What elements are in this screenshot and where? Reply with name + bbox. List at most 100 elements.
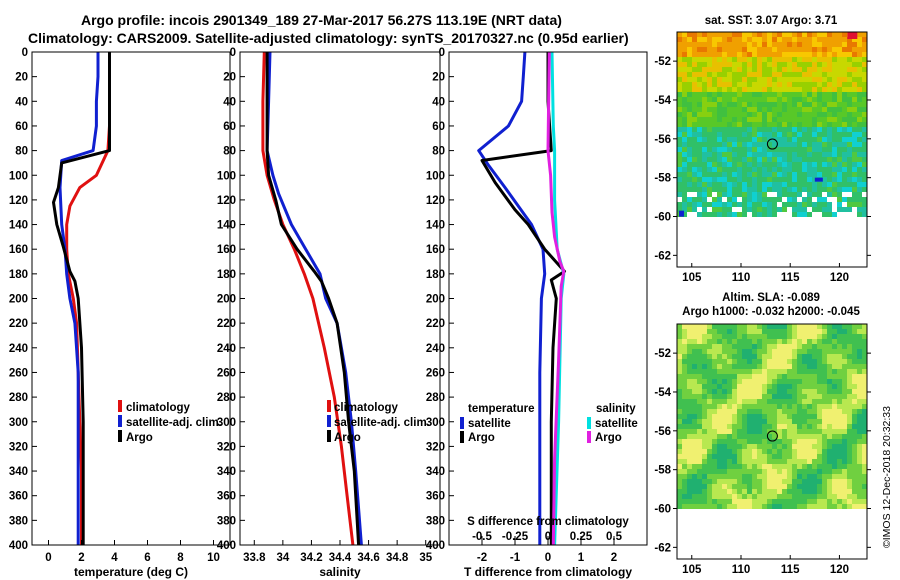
x-tick-label: 115 — [781, 564, 800, 576]
map-cell — [712, 484, 717, 489]
map-cell — [677, 57, 682, 62]
map-cell — [757, 137, 762, 142]
map-cell — [752, 444, 757, 449]
map-cell — [787, 479, 792, 484]
map-cell — [757, 82, 762, 87]
map-cell — [707, 77, 712, 82]
map-cell — [722, 404, 727, 409]
map-cell — [732, 132, 737, 137]
sla-map-axes: 105 110 115 120-52-54-56-58-60-62 — [654, 348, 871, 576]
map-cell — [802, 444, 807, 449]
map-cell — [742, 464, 747, 469]
map-cell — [842, 82, 847, 87]
map-cell — [742, 339, 747, 344]
map-cell — [692, 479, 697, 484]
map-cell — [787, 117, 792, 122]
map-cell — [827, 444, 832, 449]
map-cell — [702, 117, 707, 122]
map-cell — [717, 444, 722, 449]
map-cell — [767, 37, 772, 42]
map-cell — [862, 92, 867, 97]
map-cell — [742, 97, 747, 102]
map-cell — [822, 499, 827, 504]
map-cell — [777, 404, 782, 409]
map-cell — [777, 374, 782, 379]
map-cell — [862, 157, 867, 162]
map-cell — [697, 359, 702, 364]
map-cell — [747, 87, 752, 92]
map-cell — [772, 339, 777, 344]
map-cell — [692, 349, 697, 354]
map-cell — [827, 92, 832, 97]
map-cell — [792, 47, 797, 52]
map-cell — [802, 32, 807, 37]
map-cell — [827, 177, 832, 182]
map-cell — [727, 47, 732, 52]
map-cell — [762, 62, 767, 67]
map-cell — [772, 72, 777, 77]
map-cell — [807, 389, 812, 394]
map-cell — [727, 364, 732, 369]
map-cell — [752, 494, 757, 499]
map-cell — [732, 62, 737, 67]
map-cell — [827, 107, 832, 112]
map-cell — [782, 459, 787, 464]
map-cell — [802, 439, 807, 444]
map-cell — [722, 177, 727, 182]
map-cell — [737, 102, 742, 107]
map-cell — [772, 152, 777, 157]
map-cell — [802, 77, 807, 82]
map-cell — [752, 434, 757, 439]
map-cell — [792, 414, 797, 419]
map-cell — [702, 504, 707, 509]
map-cell — [687, 449, 692, 454]
map-cell — [832, 504, 837, 509]
map-cell — [682, 379, 687, 384]
map-cell — [682, 82, 687, 87]
map-cell — [817, 117, 822, 122]
map-cell — [822, 207, 827, 212]
map-cell — [702, 202, 707, 207]
map-cell — [772, 449, 777, 454]
legend-label-s-satellite: satellite — [595, 418, 638, 430]
map-cell — [822, 444, 827, 449]
map-cell — [757, 97, 762, 102]
map-cell — [852, 177, 857, 182]
map-cell — [732, 92, 737, 97]
map-cell — [837, 107, 842, 112]
map-cell — [787, 344, 792, 349]
map-cell — [812, 424, 817, 429]
map-cell — [697, 177, 702, 182]
map-cell — [792, 102, 797, 107]
temperature-axes: 0204060801001201401601802002202402602803… — [9, 47, 220, 564]
map-cell — [752, 469, 757, 474]
map-cell — [677, 499, 682, 504]
map-cell — [767, 494, 772, 499]
map-cell — [742, 334, 747, 339]
map-cell — [817, 424, 822, 429]
map-cell — [732, 469, 737, 474]
map-cell — [752, 339, 757, 344]
map-cell — [842, 147, 847, 152]
map-cell — [832, 349, 837, 354]
map-cell — [752, 349, 757, 354]
map-cell — [782, 107, 787, 112]
map-cell — [727, 324, 732, 329]
map-cell — [692, 409, 697, 414]
map-cell — [782, 339, 787, 344]
map-cell — [697, 47, 702, 52]
map-cell — [797, 92, 802, 97]
map-cell — [722, 394, 727, 399]
map-cell — [827, 419, 832, 424]
x-tick-label: 2 — [78, 552, 84, 564]
map-cell — [862, 339, 867, 344]
map-cell — [732, 459, 737, 464]
map-cell — [702, 62, 707, 67]
map-cell — [772, 484, 777, 489]
map-cell — [732, 87, 737, 92]
map-cell — [722, 102, 727, 107]
map-cell — [727, 339, 732, 344]
map-cell — [812, 167, 817, 172]
map-cell — [707, 424, 712, 429]
map-cell — [857, 499, 862, 504]
